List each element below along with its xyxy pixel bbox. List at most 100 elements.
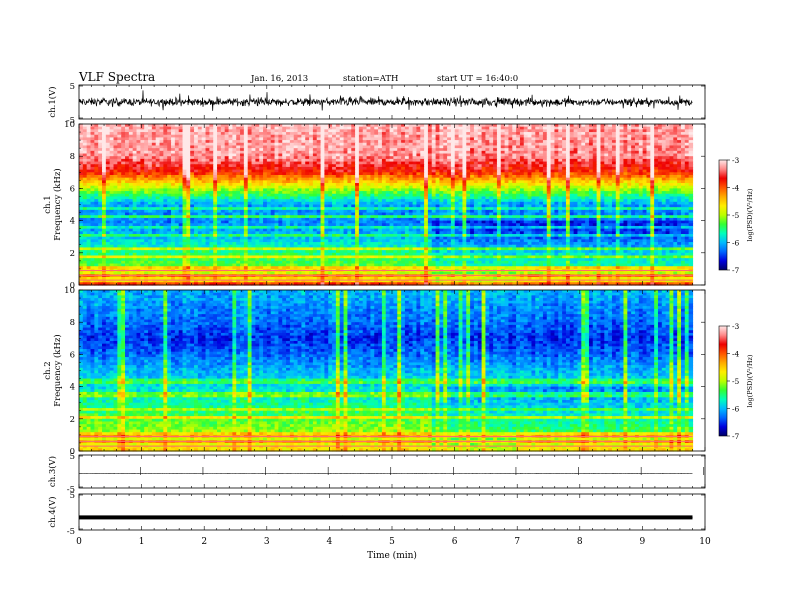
spectrogram-cell	[634, 129, 640, 133]
spectrogram-cell	[209, 129, 214, 133]
spectrogram-cell	[592, 126, 598, 130]
spectrogram-cell	[381, 140, 387, 144]
spectrogram-cell	[519, 140, 525, 144]
spectrogram-cell	[677, 145, 682, 149]
spectrogram-cell	[443, 126, 448, 130]
spectrogram-cell	[665, 124, 671, 128]
spectrogram-cell	[339, 148, 345, 152]
spectrogram-cell	[236, 134, 241, 139]
spectrogram-cell	[197, 148, 203, 152]
spectrogram-cell	[174, 124, 180, 128]
spectrogram-cell	[650, 140, 655, 144]
spectrogram-cell	[151, 148, 157, 152]
spectrogram-cell	[144, 129, 149, 133]
spectrogram-cell	[404, 142, 410, 147]
spectrogram-cell	[558, 142, 563, 147]
spectrogram-cell	[355, 124, 360, 128]
spectrogram-cell	[631, 140, 636, 144]
spectrogram-cell	[151, 129, 157, 133]
spectrogram-cell	[592, 132, 598, 136]
spectrogram-cell	[504, 124, 510, 128]
spectrogram-cell	[148, 140, 153, 144]
spectrogram-cell	[427, 132, 433, 136]
spectrogram-cell	[680, 145, 686, 149]
spectrogram-cell	[577, 140, 582, 144]
spectrogram-cell	[424, 124, 429, 128]
spectrogram-cell	[562, 132, 567, 136]
spectrogram-cell	[305, 150, 310, 155]
spectrogram-cell	[167, 132, 172, 136]
spectrogram-cell	[178, 140, 184, 144]
spectrogram-cell	[531, 124, 536, 128]
spectrogram-cell	[615, 145, 621, 149]
spectrogram-cell	[213, 132, 218, 136]
spectrogram-cell	[224, 137, 230, 141]
spectrogram-cell	[266, 140, 272, 144]
spectrogram-cell	[316, 145, 322, 149]
spectrogram-cell	[600, 140, 605, 144]
spectrogram-cell	[562, 126, 567, 130]
spectrogram-cell	[504, 142, 510, 147]
spectrogram-cell	[389, 142, 394, 147]
spectrogram-cell	[665, 129, 671, 133]
spectrogram-cell	[217, 140, 222, 144]
spectrogram-cell	[289, 140, 295, 144]
spectrogram-cell	[228, 132, 233, 136]
spectrogram-cell	[535, 145, 540, 149]
spectrogram-cell	[519, 148, 525, 152]
spectrogram-cell	[596, 148, 602, 152]
spectrogram-cell	[370, 132, 375, 136]
spectrogram-cell	[370, 126, 375, 130]
spectrogram-cell	[677, 137, 682, 141]
spectrogram-cell	[435, 126, 441, 130]
spectrogram-cell	[197, 137, 203, 141]
spectrogram-cell	[79, 129, 84, 133]
spectrogram-cell	[573, 124, 579, 128]
spectrogram-cell	[301, 129, 306, 133]
spectrogram-cell	[477, 126, 483, 130]
spectrogram-cell	[128, 148, 134, 152]
spectrogram-cell	[539, 142, 544, 147]
spectrogram-cell	[102, 126, 107, 130]
spectrogram-cell	[339, 132, 345, 136]
spectrogram-cell	[416, 124, 421, 128]
spectrogram-cell	[665, 140, 671, 144]
spectrogram-cell	[470, 137, 475, 141]
spectrogram-cell	[634, 145, 640, 149]
spectrogram-cell	[615, 129, 621, 133]
spectrogram-cell	[447, 124, 452, 128]
spectrogram-cell	[546, 126, 552, 130]
spectrogram-cell	[125, 132, 130, 136]
spectrogram-cell	[151, 134, 157, 139]
spectrogram-cell	[209, 148, 214, 152]
spectrogram-cell	[374, 140, 379, 144]
spectrogram-cell	[412, 134, 418, 139]
spectrogram-cell	[209, 134, 214, 139]
spectrogram-cell	[608, 124, 613, 128]
spectrogram-cell	[182, 148, 187, 152]
spectrogram-cell	[642, 126, 648, 130]
spectrogram-cell	[144, 140, 149, 144]
spectrogram-cell	[393, 140, 398, 144]
spectrogram-cell	[335, 142, 341, 147]
spectrogram-cell	[117, 140, 122, 144]
spectrogram-cell	[565, 142, 571, 147]
spectrogram-cell	[86, 132, 92, 136]
spectrogram-cell	[454, 137, 460, 141]
spectrogram-cell	[194, 124, 199, 128]
spectrogram-cell	[450, 129, 456, 133]
spectrogram-cell	[205, 137, 210, 141]
spectrogram-cell	[117, 134, 122, 139]
spectrogram-cell	[512, 132, 517, 136]
spectrogram-cell	[155, 148, 161, 152]
spectrogram-cell	[136, 145, 141, 149]
spectrogram-cell	[550, 124, 556, 128]
spectrogram-cell	[512, 134, 517, 139]
spectrogram-cell	[140, 145, 145, 149]
spectrogram-cell	[623, 126, 628, 130]
spectrogram-cell	[228, 126, 233, 130]
spectrogram-cell	[439, 137, 444, 141]
spectrogram-cell	[393, 126, 398, 130]
spectrogram-cell	[539, 132, 544, 136]
spectrogram-cell	[439, 140, 444, 144]
